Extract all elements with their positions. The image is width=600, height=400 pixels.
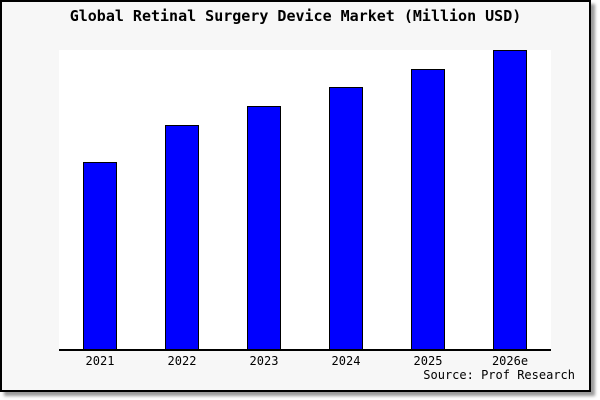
bar-slot-2025 xyxy=(387,50,469,349)
bar-slot-2024 xyxy=(305,50,387,349)
x-axis-labels: 2021 2022 2023 2024 2025 2026e xyxy=(59,354,551,368)
bar-slot-2023 xyxy=(223,50,305,349)
bar-2024 xyxy=(329,87,363,349)
bars-container xyxy=(59,50,551,349)
bar-slot-2021 xyxy=(59,50,141,349)
x-tick-label-2024: 2024 xyxy=(331,354,361,368)
plot-area xyxy=(59,50,551,351)
chart-frame: Global Retinal Surgery Device Market (Mi… xyxy=(0,0,591,392)
x-tick-label-2025: 2025 xyxy=(413,354,443,368)
bar-2026e xyxy=(493,50,527,349)
chart-title: Global Retinal Surgery Device Market (Mi… xyxy=(69,7,522,25)
bar-2022 xyxy=(165,124,199,349)
bar-slot-2026e xyxy=(469,50,551,349)
bar-2023 xyxy=(247,105,281,349)
x-tick-label-2026e: 2026e xyxy=(491,354,529,368)
x-tick-label-2021: 2021 xyxy=(85,354,115,368)
bar-2021 xyxy=(83,161,117,349)
x-tick-label-2022: 2022 xyxy=(167,354,197,368)
bar-2025 xyxy=(411,69,445,349)
x-tick-label-2023: 2023 xyxy=(249,354,279,368)
bar-slot-2022 xyxy=(141,50,223,349)
source-note: Source: Prof Research xyxy=(423,368,575,382)
